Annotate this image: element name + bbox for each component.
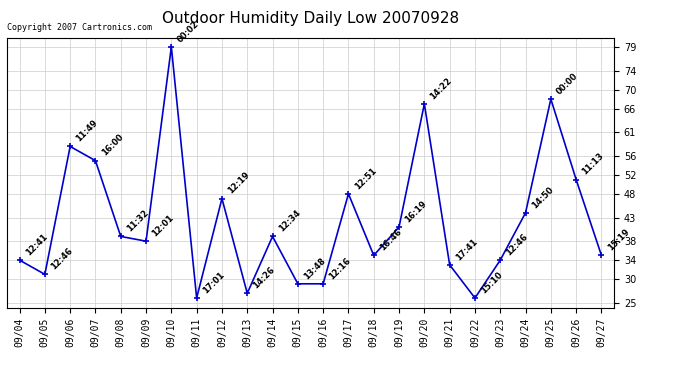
Text: 16:46: 16:46 bbox=[378, 227, 403, 253]
Text: 12:46: 12:46 bbox=[504, 232, 530, 257]
Text: 12:16: 12:16 bbox=[327, 256, 353, 281]
Text: 00:00: 00:00 bbox=[555, 71, 580, 96]
Text: 16:00: 16:00 bbox=[99, 133, 125, 158]
Text: 12:41: 12:41 bbox=[23, 232, 49, 257]
Text: 16:19: 16:19 bbox=[403, 199, 428, 224]
Text: 00:02: 00:02 bbox=[175, 19, 201, 44]
Text: 11:49: 11:49 bbox=[75, 118, 99, 144]
Text: 12:34: 12:34 bbox=[277, 209, 302, 234]
Text: 11:32: 11:32 bbox=[125, 209, 150, 234]
Text: Copyright 2007 Cartronics.com: Copyright 2007 Cartronics.com bbox=[7, 23, 152, 32]
Text: 15:19: 15:19 bbox=[606, 227, 631, 253]
Text: 17:01: 17:01 bbox=[201, 270, 226, 295]
Text: 11:13: 11:13 bbox=[580, 152, 606, 177]
Text: 12:46: 12:46 bbox=[49, 246, 75, 272]
Text: 14:26: 14:26 bbox=[251, 265, 277, 291]
Text: Outdoor Humidity Daily Low 20070928: Outdoor Humidity Daily Low 20070928 bbox=[162, 11, 459, 26]
Text: 17:41: 17:41 bbox=[454, 237, 479, 262]
Text: 12:01: 12:01 bbox=[150, 213, 175, 238]
Text: 12:51: 12:51 bbox=[353, 166, 378, 191]
Text: 14:22: 14:22 bbox=[428, 76, 454, 101]
Text: 13:48: 13:48 bbox=[302, 256, 327, 281]
Text: 14:50: 14:50 bbox=[530, 185, 555, 210]
Text: 15:10: 15:10 bbox=[479, 270, 504, 295]
Text: 12:19: 12:19 bbox=[226, 171, 251, 196]
